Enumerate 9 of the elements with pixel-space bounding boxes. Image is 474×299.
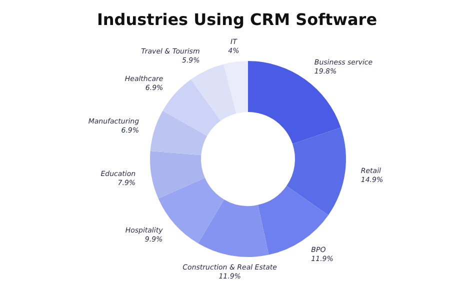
donut-slice bbox=[224, 61, 248, 114]
donut-slice bbox=[150, 151, 205, 198]
donut-slice bbox=[286, 128, 346, 216]
donut-slice bbox=[190, 64, 236, 121]
donut-slice bbox=[162, 79, 221, 136]
donut-slice bbox=[198, 199, 269, 257]
chart-title: Industries Using CRM Software bbox=[96, 10, 378, 29]
donut-slice bbox=[258, 186, 328, 255]
donut-slice bbox=[150, 110, 208, 156]
